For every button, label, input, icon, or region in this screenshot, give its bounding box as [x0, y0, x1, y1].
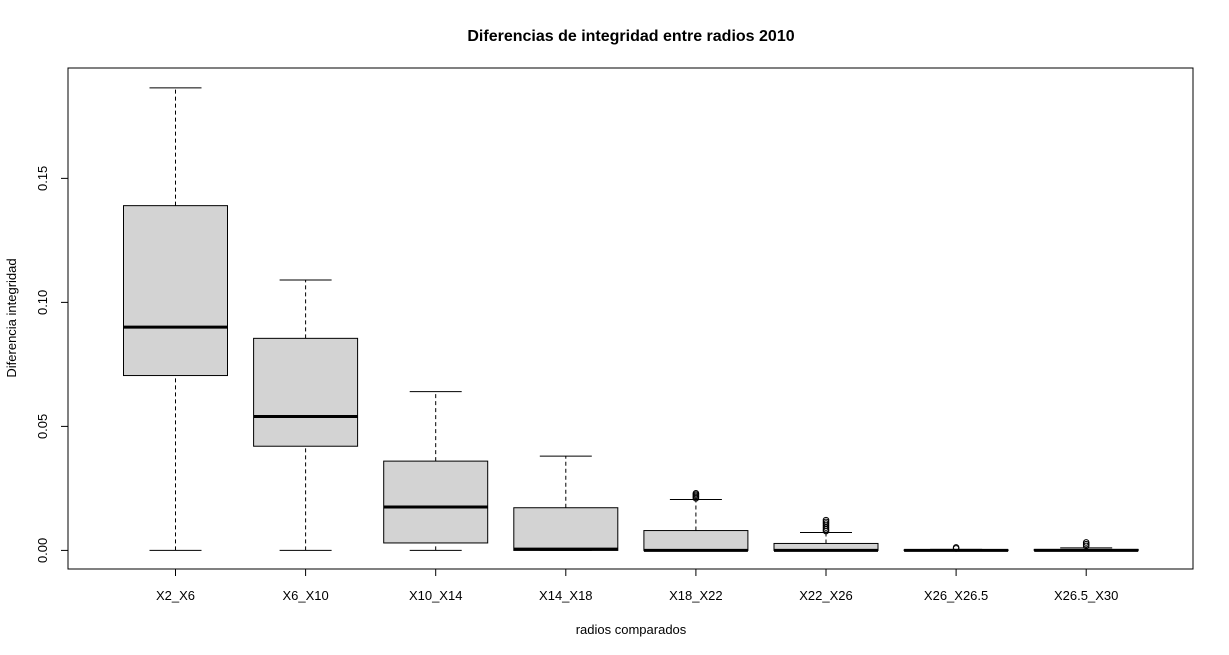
plot-frame — [67, 67, 1194, 570]
box-X6_X10 — [253, 279, 359, 551]
x-tick-label: X26.5_X30 — [1054, 588, 1118, 603]
box-iqr — [643, 530, 749, 551]
box-iqr — [253, 337, 359, 447]
x-axis-label: radios comparados — [576, 622, 687, 637]
box-iqr — [513, 507, 619, 551]
x-tick-label: X18_X22 — [669, 588, 723, 603]
box-X26.5_X30 — [1033, 539, 1139, 552]
y-tick-label: 0.00 — [35, 538, 50, 563]
chart-title: Diferencias de integridad entre radios 2… — [467, 28, 794, 45]
outlier-point — [1082, 539, 1090, 546]
box-X18_X22 — [643, 490, 749, 552]
y-tick-label: 0.05 — [35, 414, 50, 439]
x-tick-label: X10_X14 — [409, 588, 463, 603]
x-tick-label: X2_X6 — [156, 588, 195, 603]
x-axis: X2_X6 X6_X10 X10_X14 X14_X18 X18_X22 X22_X26 X… — [156, 569, 1118, 603]
box-X2_X6 — [123, 87, 228, 551]
outlier-point — [692, 490, 700, 497]
y-tick-label: 0.15 — [35, 166, 50, 191]
x-tick-label: X14_X18 — [539, 588, 593, 603]
y-tick-label: 0.10 — [35, 290, 50, 315]
x-tick-label: X6_X10 — [282, 588, 328, 603]
box-X10_X14 — [383, 391, 489, 551]
x-tick-label: X22_X26 — [799, 588, 853, 603]
box-X14_X18 — [513, 455, 619, 551]
x-tick-label: X26_X26.5 — [924, 588, 988, 603]
box-iqr — [383, 460, 489, 544]
outlier-point — [822, 516, 830, 524]
outlier-point — [952, 544, 960, 551]
y-axis: 0.00 0.05 0.10 0.15 — [35, 166, 68, 563]
box-X26_X26.5 — [903, 544, 1009, 552]
y-axis-label: Diferencia integridad — [4, 258, 19, 377]
boxes-group — [123, 87, 1139, 552]
box-iqr — [123, 205, 228, 377]
box-X22_X26 — [773, 516, 879, 552]
